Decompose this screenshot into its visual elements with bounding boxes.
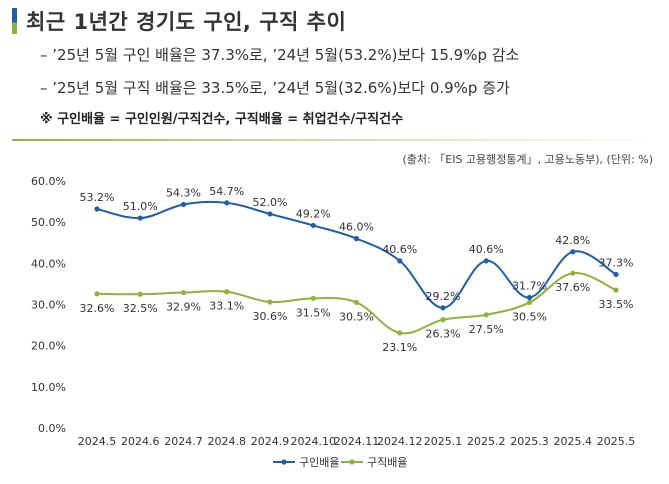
- summary-bullet-job-seek: – ’25년 5월 구직 배율은 33.5%로, ’24년 5월(32.6%)보…: [40, 79, 510, 97]
- summary-bullet-job-offer: – ’25년 5월 구인 배율은 37.3%로, ’24년 5월(53.2%)보…: [40, 46, 520, 64]
- data-label-2: 32.9%: [166, 301, 201, 314]
- data-point-2: [440, 317, 446, 323]
- y-tick-label: 40.0%: [31, 257, 66, 270]
- x-tick-label: 2024.12: [377, 435, 423, 448]
- data-label-1: 46.0%: [339, 221, 374, 234]
- data-label-1: 54.7%: [209, 185, 244, 198]
- section-divider: [12, 139, 660, 141]
- data-point-2: [94, 291, 100, 297]
- y-tick-label: 50.0%: [31, 216, 66, 229]
- y-tick-label: 30.0%: [31, 299, 66, 312]
- data-label-1: 42.8%: [555, 234, 590, 247]
- data-label-1: 29.2%: [426, 290, 461, 303]
- x-tick-label: 2024.7: [164, 435, 203, 448]
- x-tick-label: 2024.9: [251, 435, 290, 448]
- data-point-1: [613, 271, 619, 278]
- data-point-2: [613, 287, 619, 293]
- data-label-1: 40.6%: [469, 243, 504, 256]
- data-point-2: [224, 289, 230, 295]
- data-label-2: 23.1%: [382, 341, 417, 354]
- data-label-1: 49.2%: [296, 207, 331, 220]
- data-point-1: [570, 249, 576, 255]
- y-tick-label: 0.0%: [38, 422, 66, 435]
- x-tick-label: 2025.5: [597, 435, 636, 448]
- data-label-2: 33.1%: [209, 300, 244, 313]
- data-point-1: [397, 258, 403, 264]
- data-point-1: [137, 215, 143, 221]
- data-point-1: [310, 222, 316, 229]
- legend-label-2: 구직배율: [367, 456, 407, 469]
- data-label-1: 31.7%: [512, 280, 547, 293]
- data-point-1: [180, 201, 187, 208]
- data-point-2: [526, 299, 533, 306]
- data-point-2: [310, 295, 316, 301]
- x-tick-label: 2025.1: [424, 435, 463, 448]
- data-label-2: 32.6%: [80, 302, 115, 315]
- x-tick-label: 2024.6: [121, 435, 160, 448]
- data-label-1: 51.0%: [123, 200, 158, 213]
- data-point-2: [137, 291, 143, 297]
- data-point-1: [483, 258, 489, 264]
- data-point-1: [440, 305, 446, 311]
- data-label-2: 32.5%: [123, 302, 158, 315]
- formula-note: ※ 구인배율 = 구인인원/구직건수, 구직배율 = 취업건수/구직건수: [40, 112, 404, 127]
- data-point-1: [353, 236, 360, 242]
- data-point-2: [267, 299, 273, 305]
- data-point-2: [570, 270, 576, 276]
- source-note: (출처: 「EIS 고용행정통계」, 고용노동부), (단위: %): [402, 153, 653, 166]
- legend-marker-1: [281, 459, 287, 465]
- data-label-2: 30.5%: [339, 310, 374, 323]
- page-title: 최근 1년간 경기도 구인, 구직 추이: [26, 10, 347, 34]
- y-tick-label: 10.0%: [31, 381, 66, 394]
- data-label-1: 53.2%: [80, 191, 115, 204]
- x-tick-label: 2024.10: [291, 435, 337, 448]
- data-point-2: [353, 299, 360, 306]
- data-label-1: 37.3%: [599, 256, 634, 269]
- data-label-2: 30.6%: [253, 310, 288, 323]
- data-label-2: 33.5%: [599, 298, 634, 311]
- y-tick-label: 60.0%: [31, 175, 66, 188]
- x-tick-label: 2025.2: [467, 435, 506, 448]
- data-point-1: [526, 294, 533, 301]
- x-tick-label: 2025.4: [554, 435, 593, 448]
- data-label-1: 40.6%: [382, 243, 417, 256]
- legend-label-1: 구인배율: [299, 456, 339, 469]
- data-point-1: [94, 206, 100, 212]
- data-point-2: [483, 312, 489, 318]
- x-tick-label: 2025.3: [510, 435, 549, 448]
- data-label-2: 26.3%: [426, 328, 461, 341]
- legend-marker-2: [349, 459, 355, 465]
- data-label-2: 30.5%: [512, 310, 547, 323]
- data-label-1: 52.0%: [253, 196, 288, 209]
- y-tick-label: 20.0%: [31, 340, 66, 353]
- x-tick-label: 2024.11: [334, 435, 380, 448]
- data-point-1: [267, 211, 273, 217]
- data-label-2: 31.5%: [296, 306, 331, 319]
- data-label-2: 37.6%: [555, 281, 590, 294]
- data-point-1: [224, 200, 230, 206]
- data-label-1: 54.3%: [166, 186, 201, 199]
- x-tick-label: 2024.8: [208, 435, 247, 448]
- data-point-2: [180, 289, 187, 296]
- title-accent-bar: [12, 8, 17, 34]
- data-label-2: 27.5%: [469, 323, 504, 336]
- data-point-2: [397, 330, 403, 336]
- x-tick-label: 2024.5: [78, 435, 117, 448]
